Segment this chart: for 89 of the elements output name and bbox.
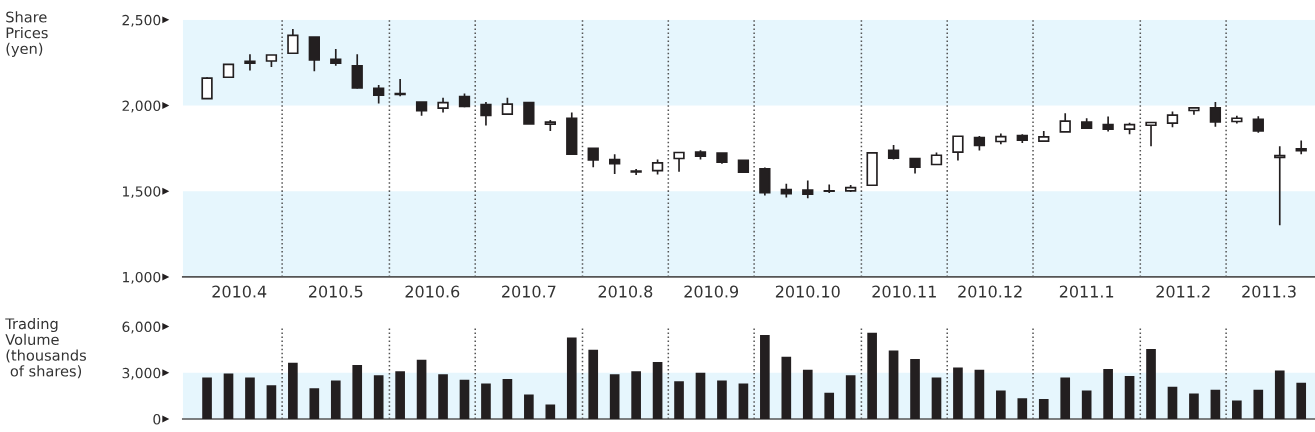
bar	[309, 388, 320, 420]
candlestick	[351, 53, 363, 90]
bar	[1038, 399, 1049, 420]
bar	[202, 377, 212, 420]
bar	[631, 371, 641, 420]
x-tick-label: 2010.8	[598, 285, 653, 298]
bar	[888, 350, 899, 420]
bar	[1253, 389, 1264, 420]
bar	[395, 371, 405, 420]
candlestick	[523, 101, 535, 125]
candlestick	[308, 36, 320, 73]
bar	[953, 367, 963, 420]
bar	[352, 365, 363, 420]
bar	[1232, 400, 1242, 420]
bar	[1189, 393, 1199, 420]
bar	[502, 378, 513, 420]
candlestick	[952, 135, 964, 162]
bar	[1060, 377, 1071, 420]
bar	[910, 358, 920, 420]
bar	[1167, 386, 1178, 420]
x-tick-label: 2011.2	[1156, 285, 1210, 298]
candlestick	[373, 84, 385, 105]
y-tick-label: 3,000	[122, 367, 161, 380]
x-tick-label: 2010.6	[405, 285, 460, 298]
x-tick-label: 2011.3	[1242, 285, 1296, 298]
candlestick	[1209, 101, 1222, 128]
candlestick	[587, 147, 599, 169]
bar	[1017, 398, 1028, 420]
bar	[931, 377, 942, 420]
candlestick	[287, 28, 299, 55]
candlestick	[1145, 121, 1157, 147]
bar	[1296, 382, 1307, 420]
bar	[1274, 370, 1285, 420]
y-tick-label: 2,000	[122, 100, 161, 113]
bar	[996, 390, 1006, 420]
bar	[652, 362, 663, 420]
candlestick	[244, 53, 256, 72]
bar	[245, 377, 255, 420]
candlestick	[759, 166, 771, 197]
bar	[373, 375, 384, 420]
bar	[524, 394, 534, 420]
bar	[545, 404, 556, 420]
bar	[1103, 368, 1113, 420]
bar	[438, 374, 448, 420]
candlestick	[201, 76, 213, 100]
candlestick	[394, 78, 406, 97]
bar	[566, 337, 577, 420]
bar	[459, 379, 470, 420]
bar	[974, 369, 985, 420]
candlestick	[673, 151, 685, 173]
bar	[781, 356, 792, 420]
bar	[223, 373, 234, 420]
y-tick-label: 6,000	[122, 321, 161, 334]
bar	[1124, 375, 1135, 420]
x-tick-label: 2011.1	[1059, 285, 1114, 298]
bar	[867, 332, 877, 420]
y-tick-label: 0	[153, 414, 161, 425]
y-tick-label: 1,000	[123, 271, 161, 284]
bar	[824, 392, 835, 420]
bar	[481, 383, 491, 420]
bar	[845, 375, 856, 420]
bar	[674, 381, 684, 420]
bar	[288, 362, 298, 420]
x-tick-label: 2010.12	[958, 285, 1022, 298]
candlestick	[480, 101, 492, 127]
bar	[695, 372, 706, 420]
x-tick-label: 2010.4	[212, 285, 267, 298]
bar	[802, 369, 813, 420]
bar	[717, 380, 727, 420]
bar	[266, 385, 277, 420]
y-axis-title: Trading Volume (thousands of shares)	[5, 317, 86, 379]
bar	[1146, 348, 1156, 420]
x-tick-label: 2010.7	[502, 285, 556, 298]
bar	[760, 335, 770, 420]
bar	[1081, 390, 1092, 420]
y-tick-label: 2,500	[122, 14, 161, 27]
x-tick-label: 2010.9	[684, 285, 739, 298]
bar	[330, 380, 341, 420]
x-tick-label: 2010.11	[872, 285, 936, 298]
bar	[588, 349, 599, 420]
bar	[738, 383, 749, 420]
bar	[609, 374, 620, 420]
x-tick-label: 2010.10	[775, 285, 840, 298]
y-axis-title: Share Prices (yen)	[6, 11, 48, 57]
bar	[1210, 389, 1221, 420]
bar	[416, 359, 427, 420]
x-tick-label: 2010.5	[309, 285, 363, 298]
y-tick-label: 1,500	[123, 186, 161, 199]
candlestick	[1059, 112, 1071, 133]
